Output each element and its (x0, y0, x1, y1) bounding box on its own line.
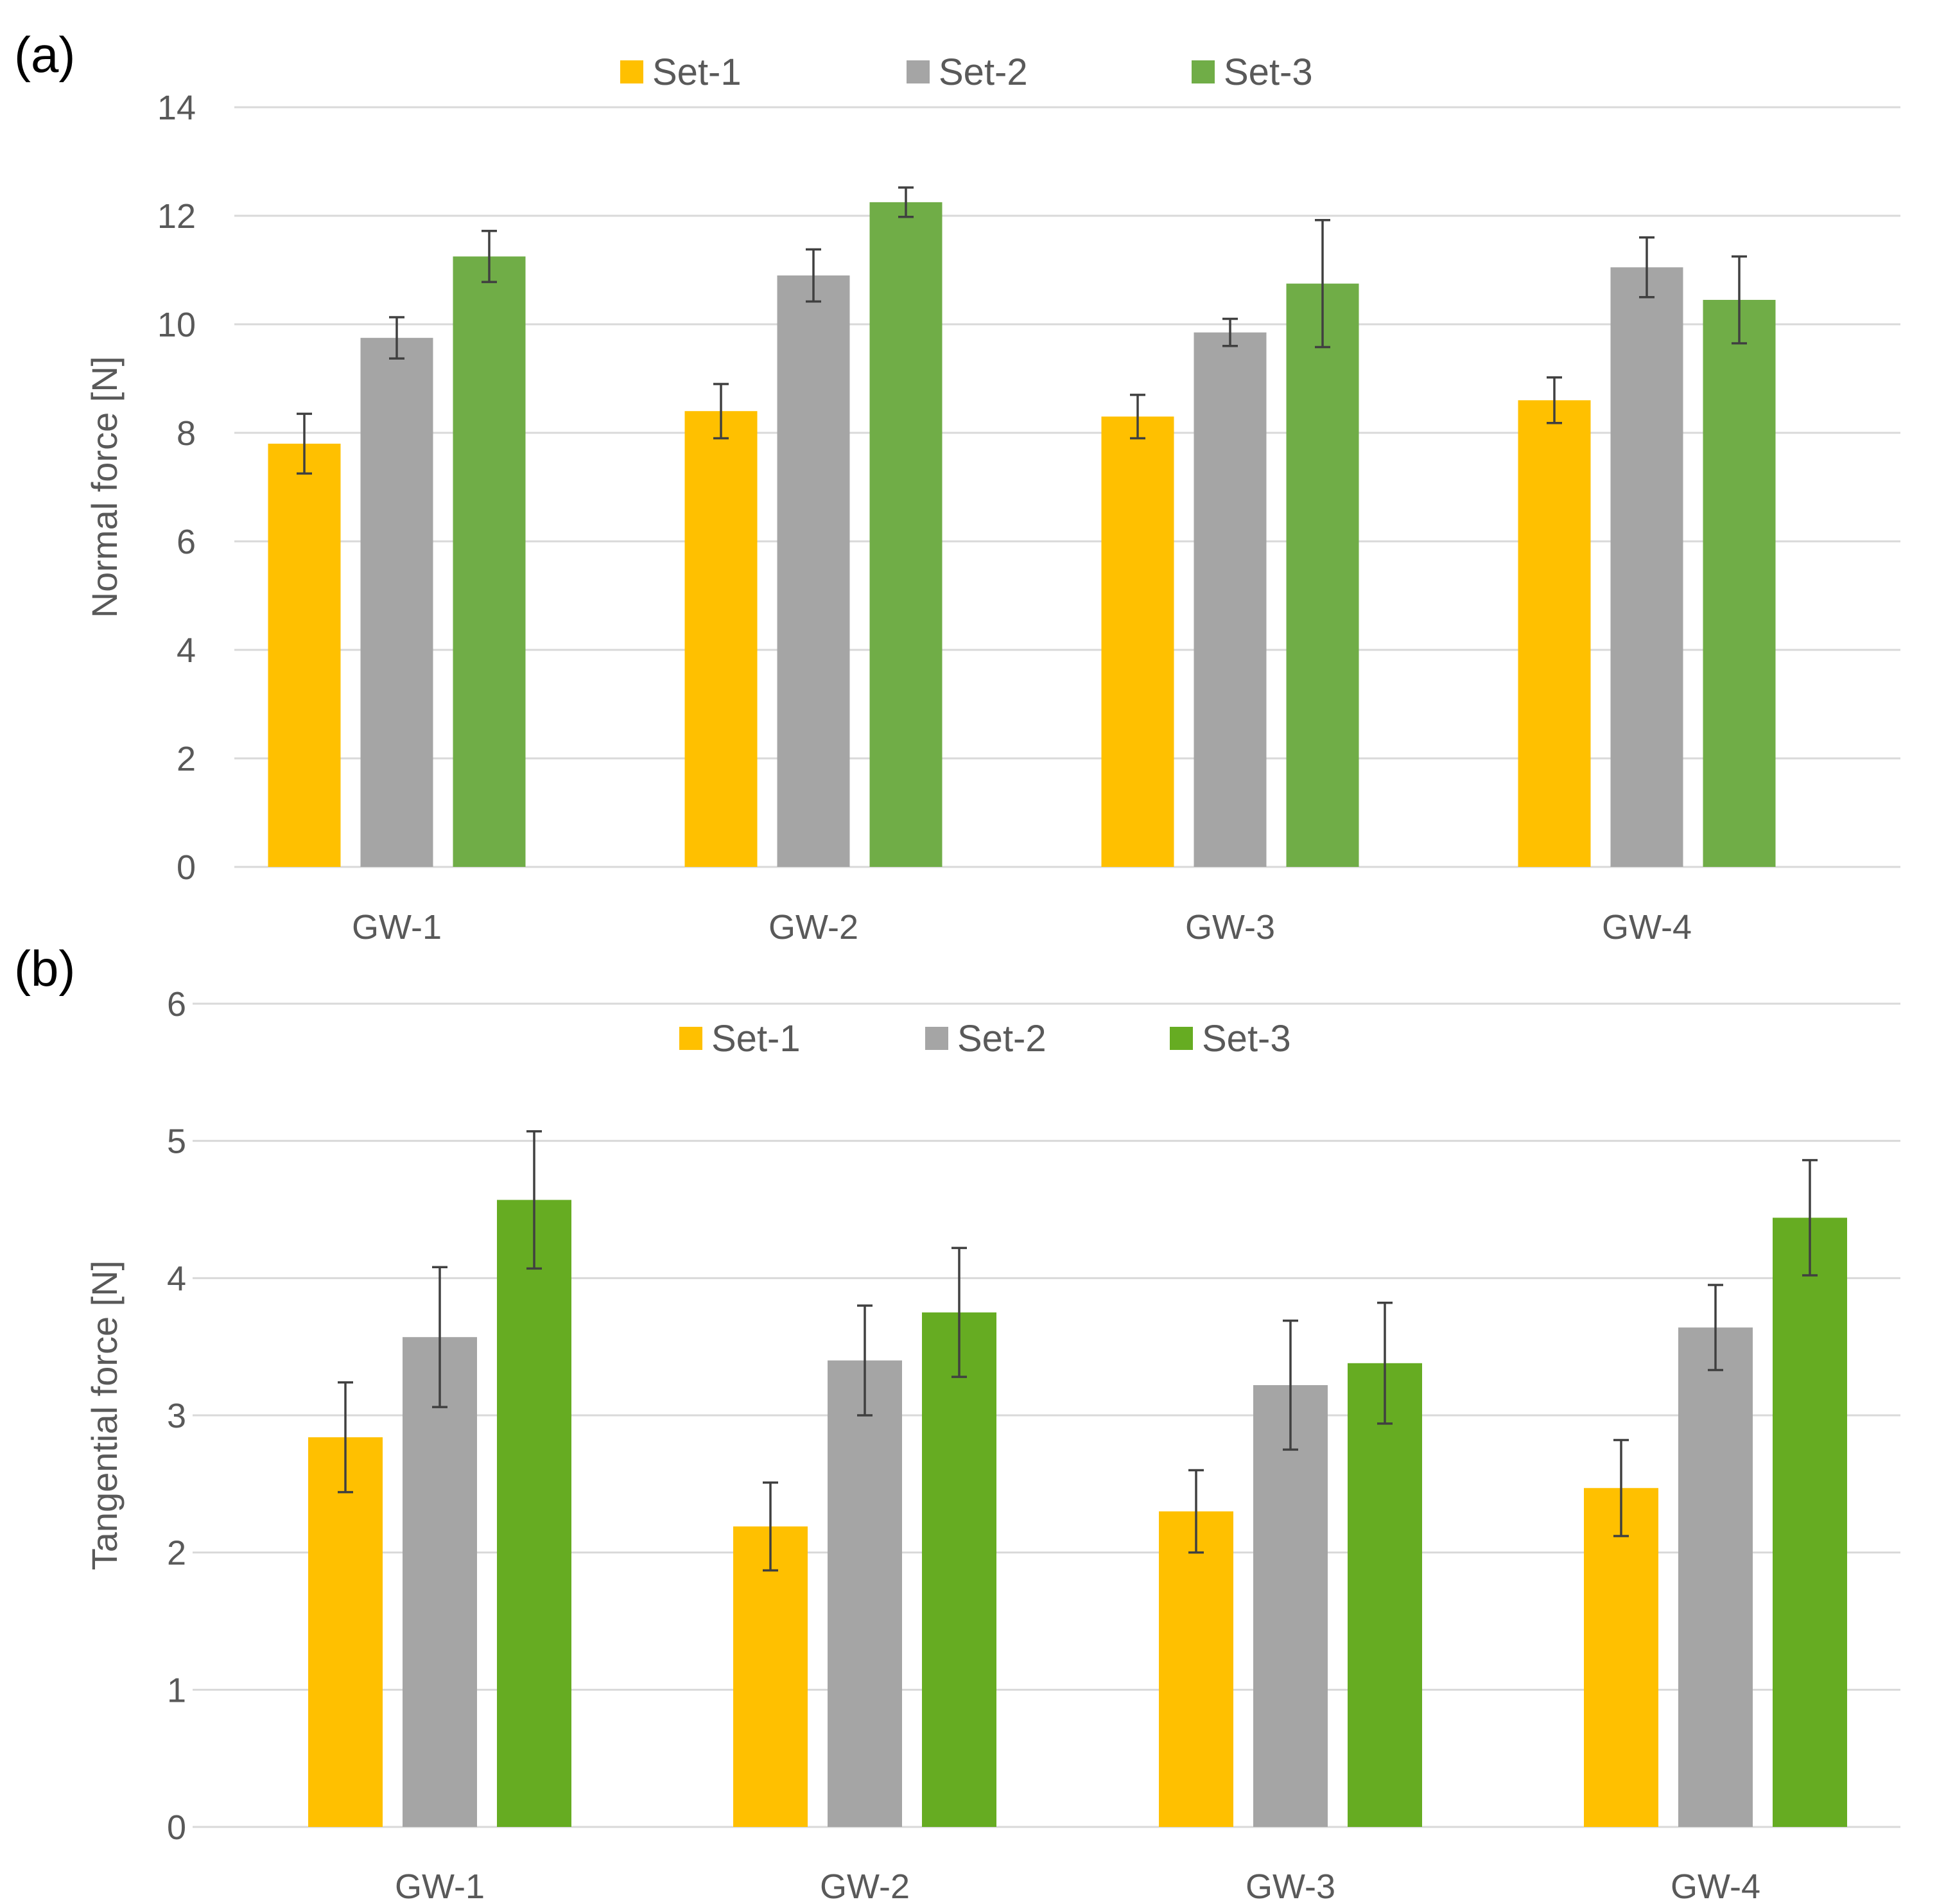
y-tick-label: 6 (167, 985, 186, 1024)
x-tick-label: GW-3 (1185, 908, 1275, 947)
bar-set-1-gw-3 (1101, 416, 1174, 867)
legend-label: Set-1 (711, 1018, 801, 1060)
bar-set-1-gw-1 (268, 443, 341, 867)
bar-set-1-gw-2 (733, 1526, 808, 1827)
x-tick-label: GW-1 (395, 1867, 485, 1904)
legend-label: Set-1 (652, 51, 742, 93)
bar-set-3-gw-1 (497, 1200, 571, 1827)
error-bar (898, 186, 914, 218)
y-tick-label: 4 (177, 631, 196, 670)
error-bar (1283, 1319, 1298, 1451)
bar-set-2-gw-2 (828, 1360, 902, 1827)
error-bar (713, 383, 729, 440)
error-bar (1130, 394, 1145, 440)
error-bar (482, 229, 497, 283)
bar-set-3-gw-2 (869, 202, 942, 867)
bar-set-1-gw-4 (1584, 1488, 1658, 1827)
y-tick-label: 0 (167, 1808, 186, 1847)
error-bar (1547, 376, 1562, 424)
bar-set-3-gw-4 (1773, 1218, 1847, 1827)
legend-swatch (1192, 60, 1215, 83)
bar-set-2-gw-2 (777, 275, 850, 867)
x-tick-label: GW-1 (352, 908, 442, 947)
y-tick-label: 2 (167, 1534, 186, 1573)
legend-swatch (620, 60, 643, 83)
panel-label: (a) (14, 26, 75, 83)
bar-set-1-gw-1 (308, 1437, 383, 1827)
x-tick-label: GW-4 (1671, 1867, 1760, 1904)
error-bar (1802, 1158, 1818, 1277)
bar-set-2-gw-3 (1194, 332, 1267, 867)
y-tick-label: 2 (177, 740, 196, 778)
normal-force-chart: (a) 0 2 4 6 8 10 12 14 Normal force [N] GW-1 GW-2 GW… (14, 26, 1900, 947)
legend-label: Set-3 (1224, 51, 1313, 93)
bar-set-2-gw-4 (1678, 1327, 1753, 1827)
x-tick-label: GW-3 (1246, 1867, 1335, 1904)
error-bar (432, 1266, 447, 1408)
y-axis-title: Normal force [N] (84, 356, 125, 618)
bar-set-2-gw-1 (360, 338, 433, 867)
legend-swatch (1170, 1027, 1193, 1050)
bar-set-3-gw-3 (1286, 283, 1359, 867)
error-bar (1188, 1469, 1204, 1554)
y-tick-label: 12 (157, 197, 196, 236)
y-tick-label: 3 (167, 1397, 186, 1435)
x-tick-label: GW-4 (1602, 908, 1692, 947)
error-bar (389, 316, 404, 360)
y-tick-label: 1 (167, 1671, 186, 1709)
error-bar (526, 1130, 542, 1270)
y-tick-label: 0 (177, 848, 196, 887)
y-tick-label: 14 (157, 89, 196, 127)
bar-set-3-gw-2 (922, 1312, 996, 1827)
error-bar (1639, 236, 1655, 299)
y-tick-label: 4 (167, 1259, 186, 1298)
legend-swatch (679, 1027, 702, 1050)
error-bar (1732, 255, 1747, 345)
bar-set-1-gw-4 (1518, 400, 1591, 867)
error-bar (1613, 1438, 1629, 1537)
error-bar (857, 1304, 873, 1417)
error-bar (806, 248, 821, 303)
bar-set-3-gw-1 (453, 256, 526, 867)
x-tick-label: GW-2 (820, 1867, 910, 1904)
error-bar (763, 1481, 778, 1572)
legend-label: Set-2 (939, 51, 1028, 93)
y-axis-title: Tangential force [N] (84, 1261, 125, 1570)
legend-label: Set-3 (1202, 1018, 1291, 1060)
bar-set-3-gw-4 (1703, 299, 1776, 868)
error-bar (951, 1246, 967, 1378)
error-bar (338, 1381, 353, 1494)
bar-set-1-gw-2 (684, 411, 758, 867)
x-tick-label: GW-2 (769, 908, 858, 947)
y-tick-label: 5 (167, 1122, 186, 1161)
bar-set-2-gw-4 (1610, 267, 1683, 867)
legend-label: Set-2 (957, 1018, 1047, 1060)
error-bar (1222, 317, 1238, 347)
y-tick-label: 10 (157, 306, 196, 344)
y-tick-label: 6 (177, 523, 196, 561)
y-tick-label: 8 (177, 414, 196, 453)
error-bar (1315, 219, 1330, 349)
error-bar (1377, 1302, 1393, 1425)
bar-set-3-gw-3 (1348, 1363, 1422, 1827)
panel-label: (b) (14, 940, 75, 997)
legend-swatch (925, 1027, 948, 1050)
error-bar (297, 412, 312, 475)
bar-set-2-gw-1 (403, 1337, 477, 1827)
error-bar (1708, 1284, 1723, 1372)
tangential-force-chart: (b) 0 1 2 3 4 5 6 Tangential force [N] GW-1 GW-2 GW… (14, 940, 1900, 1904)
bar-set-1-gw-3 (1159, 1511, 1233, 1827)
legend-swatch (907, 60, 930, 83)
bar-set-2-gw-3 (1253, 1384, 1328, 1827)
